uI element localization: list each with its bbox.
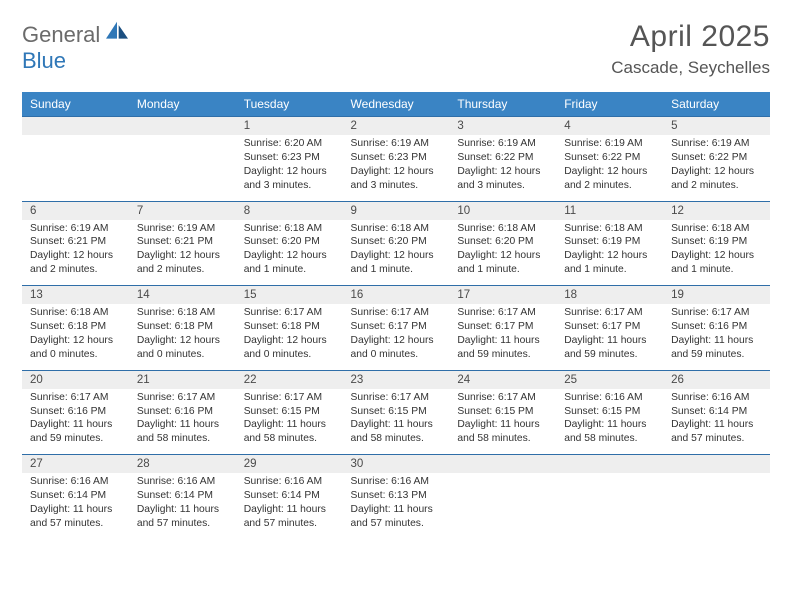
day-data-cell [663,473,770,539]
day-data-cell: Sunrise: 6:17 AMSunset: 6:15 PMDaylight:… [236,389,343,455]
day-data-cell [129,135,236,201]
day-number-row: 12345 [22,117,770,136]
day-number-cell: 23 [343,370,450,389]
day-number-row: 6789101112 [22,201,770,220]
day-data-cell: Sunrise: 6:20 AMSunset: 6:23 PMDaylight:… [236,135,343,201]
day-number-cell [449,455,556,474]
day-data-cell: Sunrise: 6:18 AMSunset: 6:20 PMDaylight:… [236,220,343,286]
day-data-row: Sunrise: 6:19 AMSunset: 6:21 PMDaylight:… [22,220,770,286]
day-data-cell: Sunrise: 6:17 AMSunset: 6:17 PMDaylight:… [449,304,556,370]
day-data-cell: Sunrise: 6:19 AMSunset: 6:22 PMDaylight:… [449,135,556,201]
day-data-cell: Sunrise: 6:19 AMSunset: 6:21 PMDaylight:… [22,220,129,286]
weekday-header: Saturday [663,92,770,117]
day-data-cell: Sunrise: 6:17 AMSunset: 6:16 PMDaylight:… [129,389,236,455]
day-number-cell [556,455,663,474]
day-data-cell: Sunrise: 6:18 AMSunset: 6:20 PMDaylight:… [449,220,556,286]
day-number-cell: 10 [449,201,556,220]
day-data-cell [22,135,129,201]
day-number-cell: 22 [236,370,343,389]
day-number-cell: 14 [129,286,236,305]
day-data-cell: Sunrise: 6:17 AMSunset: 6:16 PMDaylight:… [663,304,770,370]
day-data-cell: Sunrise: 6:16 AMSunset: 6:14 PMDaylight:… [22,473,129,539]
day-data-cell: Sunrise: 6:19 AMSunset: 6:22 PMDaylight:… [663,135,770,201]
day-number-cell: 12 [663,201,770,220]
day-data-cell: Sunrise: 6:19 AMSunset: 6:23 PMDaylight:… [343,135,450,201]
day-data-cell: Sunrise: 6:16 AMSunset: 6:14 PMDaylight:… [663,389,770,455]
day-data-row: Sunrise: 6:20 AMSunset: 6:23 PMDaylight:… [22,135,770,201]
day-number-cell: 30 [343,455,450,474]
day-data-cell [556,473,663,539]
day-data-cell: Sunrise: 6:17 AMSunset: 6:15 PMDaylight:… [343,389,450,455]
day-number-row: 13141516171819 [22,286,770,305]
day-number-cell: 1 [236,117,343,136]
weekday-header: Monday [129,92,236,117]
day-number-cell: 16 [343,286,450,305]
weekday-header: Friday [556,92,663,117]
logo: General Blue [22,20,130,74]
day-data-cell: Sunrise: 6:17 AMSunset: 6:16 PMDaylight:… [22,389,129,455]
logo-word-general: General [22,22,100,47]
day-number-cell: 11 [556,201,663,220]
day-number-cell: 7 [129,201,236,220]
day-data-cell: Sunrise: 6:19 AMSunset: 6:21 PMDaylight:… [129,220,236,286]
day-data-cell: Sunrise: 6:17 AMSunset: 6:17 PMDaylight:… [556,304,663,370]
logo-text: General Blue [22,20,130,74]
day-data-row: Sunrise: 6:17 AMSunset: 6:16 PMDaylight:… [22,389,770,455]
day-number-cell: 25 [556,370,663,389]
weekday-header-row: SundayMondayTuesdayWednesdayThursdayFrid… [22,92,770,117]
day-number-cell [129,117,236,136]
day-data-cell: Sunrise: 6:16 AMSunset: 6:14 PMDaylight:… [129,473,236,539]
day-data-cell: Sunrise: 6:19 AMSunset: 6:22 PMDaylight:… [556,135,663,201]
weekday-header: Thursday [449,92,556,117]
day-number-row: 20212223242526 [22,370,770,389]
sail-icon [104,20,130,42]
day-number-cell: 17 [449,286,556,305]
weekday-header: Tuesday [236,92,343,117]
day-data-cell: Sunrise: 6:17 AMSunset: 6:15 PMDaylight:… [449,389,556,455]
day-data-cell: Sunrise: 6:18 AMSunset: 6:19 PMDaylight:… [556,220,663,286]
day-number-cell: 4 [556,117,663,136]
day-number-cell [22,117,129,136]
weekday-header: Sunday [22,92,129,117]
day-number-cell [663,455,770,474]
calendar-table: SundayMondayTuesdayWednesdayThursdayFrid… [22,92,770,539]
day-data-cell: Sunrise: 6:18 AMSunset: 6:18 PMDaylight:… [129,304,236,370]
day-number-cell: 27 [22,455,129,474]
day-number-cell: 26 [663,370,770,389]
day-data-row: Sunrise: 6:16 AMSunset: 6:14 PMDaylight:… [22,473,770,539]
day-number-cell: 21 [129,370,236,389]
day-number-cell: 5 [663,117,770,136]
day-data-row: Sunrise: 6:18 AMSunset: 6:18 PMDaylight:… [22,304,770,370]
weekday-header: Wednesday [343,92,450,117]
day-number-cell: 20 [22,370,129,389]
day-data-cell [449,473,556,539]
month-title: April 2025 [611,20,770,54]
day-number-cell: 9 [343,201,450,220]
logo-word-blue: Blue [22,48,66,73]
day-number-cell: 18 [556,286,663,305]
day-number-cell: 15 [236,286,343,305]
day-data-cell: Sunrise: 6:17 AMSunset: 6:18 PMDaylight:… [236,304,343,370]
day-data-cell: Sunrise: 6:17 AMSunset: 6:17 PMDaylight:… [343,304,450,370]
day-data-cell: Sunrise: 6:16 AMSunset: 6:14 PMDaylight:… [236,473,343,539]
day-number-cell: 28 [129,455,236,474]
day-number-cell: 2 [343,117,450,136]
day-number-cell: 3 [449,117,556,136]
day-number-cell: 8 [236,201,343,220]
day-number-cell: 13 [22,286,129,305]
day-number-cell: 29 [236,455,343,474]
day-data-cell: Sunrise: 6:18 AMSunset: 6:18 PMDaylight:… [22,304,129,370]
header-right: April 2025 Cascade, Seychelles [611,20,770,78]
day-number-row: 27282930 [22,455,770,474]
day-data-cell: Sunrise: 6:16 AMSunset: 6:15 PMDaylight:… [556,389,663,455]
day-number-cell: 6 [22,201,129,220]
page-header: General Blue April 2025 Cascade, Seychel… [22,20,770,78]
day-data-cell: Sunrise: 6:18 AMSunset: 6:19 PMDaylight:… [663,220,770,286]
day-data-cell: Sunrise: 6:16 AMSunset: 6:13 PMDaylight:… [343,473,450,539]
location: Cascade, Seychelles [611,58,770,78]
day-number-cell: 24 [449,370,556,389]
day-data-cell: Sunrise: 6:18 AMSunset: 6:20 PMDaylight:… [343,220,450,286]
day-number-cell: 19 [663,286,770,305]
